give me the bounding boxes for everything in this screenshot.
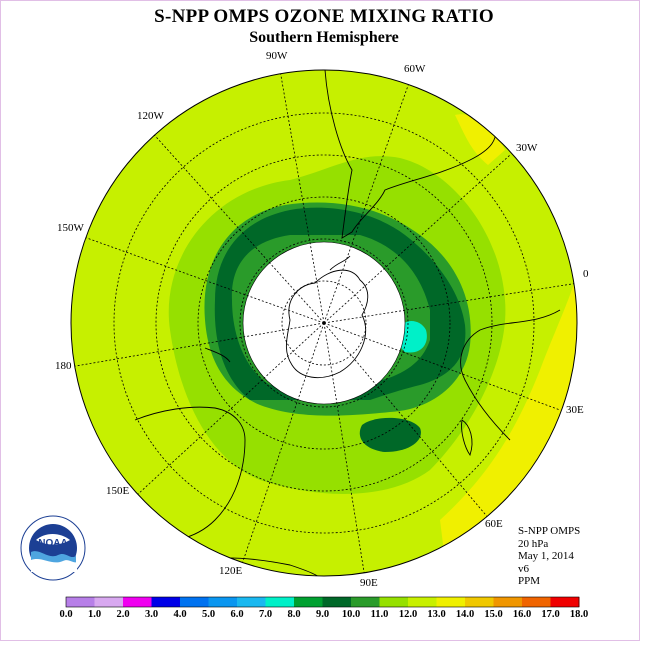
colorbar-swatch [550, 597, 580, 607]
new-zealand-coast [204, 347, 231, 363]
colorbar [65, 596, 580, 608]
colorbar-swatch [465, 597, 494, 607]
africa-coast [460, 309, 561, 441]
lon-label-30e: 30E [566, 404, 584, 416]
colorbar-tick-label: 5.0 [201, 609, 216, 620]
info-units: PPM [518, 575, 541, 587]
colorbar-tick-label: 18.0 [569, 609, 589, 620]
antarctic-peninsula [329, 255, 351, 271]
graticule [71, 70, 577, 576]
colorbar-swatch [379, 597, 409, 607]
colorbar-tick-label: 16.0 [512, 609, 532, 620]
map-subtitle: Southern Hemisphere [249, 29, 399, 46]
colorbar-swatch [265, 597, 295, 607]
colorbar-swatch [436, 597, 466, 607]
lon-label-30w: 30W [516, 142, 538, 154]
colorbar-tick-label: 1.0 [87, 609, 102, 620]
map-title: S-NPP OMPS OZONE MIXING RATIO [154, 6, 494, 27]
colorbar-swatch [294, 597, 323, 607]
lon-label-150e: 150E [106, 485, 130, 497]
colorbar-tick-label: 17.0 [541, 609, 560, 620]
lon-label-120w: 120W [137, 110, 164, 122]
south-america-coast [324, 70, 497, 239]
lon-label-60w: 60W [404, 63, 426, 75]
colorbar-tick-label: 12.0 [398, 609, 418, 620]
colorbar-tick-label: 9.0 [315, 609, 330, 620]
colorbar-tick-label: 14.0 [455, 609, 475, 620]
colorbar-tick-label: 8.0 [287, 609, 301, 620]
colorbar-tick-label: 2.0 [116, 609, 130, 620]
colorbar-swatch [123, 597, 152, 607]
info-version: v6 [518, 562, 529, 575]
colorbar-swatch [408, 597, 437, 607]
colorbar-swatch [151, 597, 181, 607]
colorbar-swatch [66, 597, 95, 607]
colorbar-swatch [351, 597, 380, 607]
polar-night-boundary [242, 241, 406, 405]
product-info: S-NPP OMPS 20 hPa May 1, 2014 v6 PPM [518, 525, 580, 588]
lon-label-120e: 120E [219, 565, 243, 577]
lon-label-150w: 150W [57, 222, 84, 234]
colorbar-tick-label: 15.0 [484, 609, 503, 620]
noaa-logo-text: NOAA [38, 538, 67, 549]
colorbar-swatch [208, 597, 238, 607]
colorbar-swatch [237, 597, 266, 607]
lon-label-180: 180 [55, 360, 72, 372]
ozone-8ppm-patch [398, 321, 427, 353]
colorbar-tick-label: 4.0 [173, 609, 187, 620]
ozone-13ppm-region-north [455, 114, 505, 165]
lon-label-0: 0 [583, 268, 589, 280]
map-boundary [70, 69, 578, 577]
colorbar-tick-label: 6.0 [230, 609, 244, 620]
noaa-logo: NOAA [20, 515, 86, 581]
colorbar-tick-label: 3.0 [144, 609, 159, 620]
colorbar-swatch [322, 597, 352, 607]
colorbar-tick-label: 11.0 [370, 609, 389, 620]
colorbar-tick-label: 10.0 [341, 609, 361, 620]
colorbar-tick-label: 0.0 [59, 609, 73, 620]
colorbar-swatch [94, 597, 124, 607]
colorbar-swatch [493, 597, 523, 607]
colorbar-swatch [180, 597, 209, 607]
colorbar-border [65, 596, 580, 608]
lon-label-60e: 60E [485, 518, 503, 530]
lon-label-90w: 90W [266, 50, 288, 62]
south-pole-marker [322, 321, 326, 325]
colorbar-swatch [522, 597, 551, 607]
colorbar-tick-label: 13.0 [427, 609, 446, 620]
colorbar-tick-label: 7.0 [258, 609, 273, 620]
australia-coast [134, 406, 246, 543]
ozone-9ppm-spot [359, 417, 421, 452]
info-date: May 1, 2014 [518, 550, 574, 562]
antarctica-coast [285, 269, 369, 379]
info-level: 20 hPa [518, 537, 549, 550]
map-frame [0, 0, 640, 641]
lon-label-90e: 90E [360, 577, 378, 589]
madagascar-coast [461, 419, 473, 456]
info-instrument: S-NPP OMPS [518, 525, 581, 537]
